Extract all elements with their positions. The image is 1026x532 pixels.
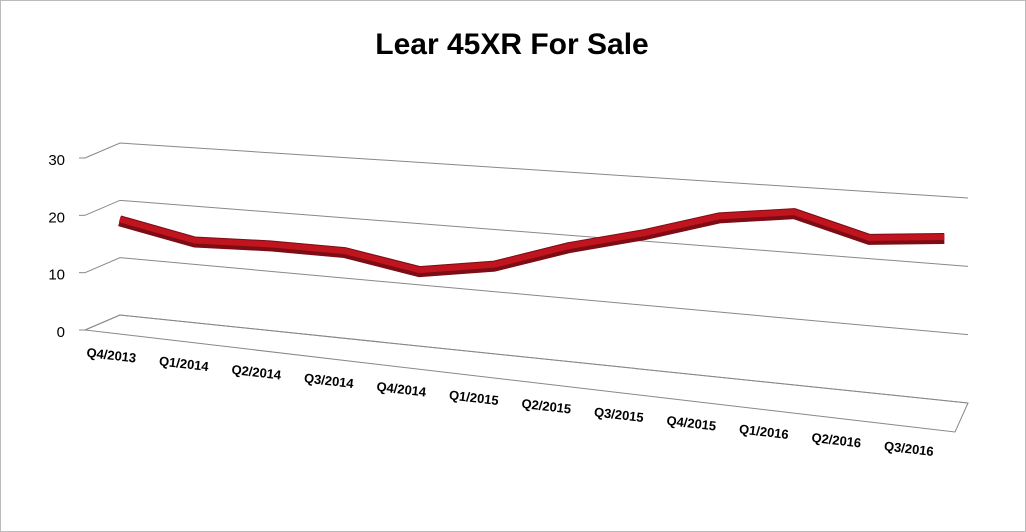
x-tick-label: Q4/2013 (86, 345, 137, 366)
y-tick-label: 10 (48, 267, 65, 284)
x-tick-label: Q2/2015 (521, 396, 572, 417)
x-tick-label: Q2/2014 (231, 362, 283, 383)
x-tick-label: Q3/2015 (593, 404, 644, 425)
y-tick-label: 0 (57, 324, 65, 341)
grid-line (84, 314, 969, 404)
grid-line (84, 257, 969, 336)
x-tick-label: Q4/2015 (666, 413, 717, 434)
x-tick-label: Q1/2015 (448, 387, 499, 408)
x-tick-label: Q3/2014 (303, 370, 355, 391)
x-tick-label: Q4/2014 (376, 379, 428, 400)
y-tick-label: 30 (48, 152, 65, 169)
x-tick-label: Q2/2016 (811, 430, 862, 451)
line-ribbon-top (118, 209, 945, 274)
x-tick-label: Q3/2016 (883, 438, 934, 459)
x-tick-label: Q1/2016 (738, 421, 789, 442)
y-tick-label: 20 (48, 209, 65, 226)
plot-area: 0 10 20 30 Q4/2013 Q1/2014 Q2/2014 Q3/2014 Q4/20… (48, 142, 969, 459)
chart-title: Lear 45XR For Sale (375, 28, 648, 61)
grid-line (84, 199, 969, 267)
x-tick-label: Q1/2014 (158, 353, 210, 374)
grid-line (84, 142, 969, 199)
